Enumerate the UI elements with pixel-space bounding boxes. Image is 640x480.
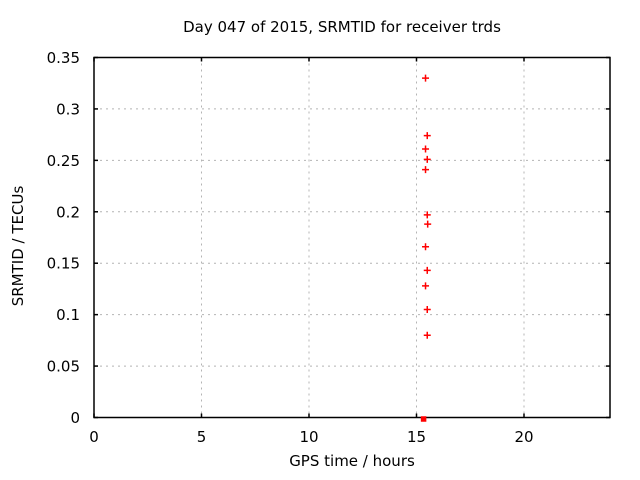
y-tick-label: 0.35 <box>47 49 80 67</box>
data-point-plus <box>422 166 430 174</box>
x-tick-label: 10 <box>299 428 318 446</box>
y-axis-title: SRMTID / TECUs <box>9 185 27 307</box>
plot-border <box>93 56 611 419</box>
x-tick-label: 0 <box>89 428 99 446</box>
data-point-square <box>420 416 427 422</box>
x-tick-label: 20 <box>514 428 533 446</box>
y-tick-label: 0.3 <box>56 100 80 118</box>
data-point-plus <box>423 132 431 140</box>
y-tick-label: 0 <box>70 409 80 427</box>
y-tick-label: 0.2 <box>56 203 80 221</box>
data-point-plus <box>423 155 431 163</box>
data-point-plus <box>423 331 431 339</box>
data-point-plus <box>422 282 430 290</box>
data-point-plus <box>423 266 431 274</box>
data-point-plus <box>424 220 432 228</box>
x-tick-label: 5 <box>197 428 207 446</box>
data-point-plus <box>422 145 430 153</box>
data-point-plus <box>423 306 431 313</box>
data-point-plus <box>422 243 430 251</box>
y-tick-label: 0.25 <box>47 152 80 170</box>
x-axis-title: GPS time / hours <box>289 452 415 470</box>
y-tick-label: 0.15 <box>47 255 80 273</box>
chart-title: Day 047 of 2015, SRMTID for receiver trd… <box>183 18 501 36</box>
x-tick-label: 15 <box>407 428 426 446</box>
data-point-plus <box>422 74 430 82</box>
data-point-plus <box>423 211 431 219</box>
y-tick-label: 0.1 <box>56 306 80 324</box>
y-tick-label: 0.05 <box>47 358 80 376</box>
